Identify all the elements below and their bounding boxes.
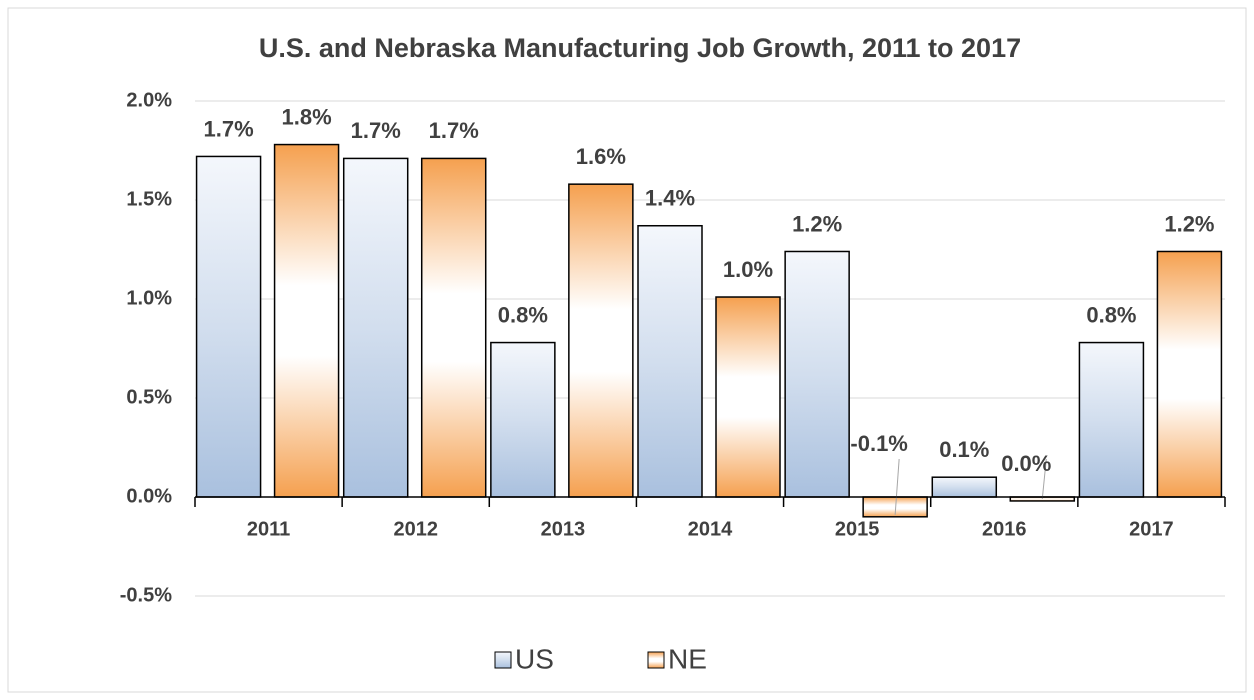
x-tick-label: 2014: [688, 518, 733, 540]
value-label: 1.7%: [429, 118, 479, 143]
value-label: 0.8%: [1086, 302, 1136, 327]
bar: [195, 155, 262, 498]
value-label: 0.8%: [498, 302, 548, 327]
value-label: 1.6%: [576, 144, 626, 169]
value-label: 0.0%: [1001, 451, 1051, 476]
x-tick-label: 2016: [982, 518, 1027, 540]
x-tick-label: 2013: [541, 518, 586, 540]
value-label: -0.1%: [850, 431, 907, 456]
bar: [637, 224, 703, 498]
y-tick-label: -0.5%: [120, 584, 172, 606]
bar: [273, 143, 340, 498]
value-label: 1.0%: [723, 257, 773, 282]
legend-swatch: [494, 651, 512, 669]
y-tick-label: 2.0%: [126, 89, 172, 111]
y-tick-label: 1.0%: [126, 287, 172, 309]
legend-swatch: [647, 651, 665, 669]
bar: [931, 476, 998, 498]
y-tick-label: 1.5%: [126, 188, 172, 210]
bar: [568, 183, 634, 498]
bar: [490, 341, 556, 498]
y-tick-label: 0.5%: [126, 386, 172, 408]
bar: [1078, 341, 1145, 498]
leader-line: [894, 458, 900, 515]
bar: [1156, 250, 1223, 498]
bar: [342, 157, 409, 498]
leader-line: [1041, 458, 1047, 500]
bar: [715, 296, 781, 498]
x-tick-label: 2011: [247, 518, 290, 540]
value-label: 1.4%: [645, 186, 695, 211]
x-tick-label: 2015: [835, 518, 880, 540]
value-label: 1.8%: [281, 104, 331, 129]
bar: [784, 250, 850, 498]
bar: [420, 157, 487, 498]
x-tick-label: 2012: [393, 518, 438, 540]
value-label: 1.7%: [203, 116, 253, 141]
chart-title: U.S. and Nebraska Manufacturing Job Grow…: [259, 33, 1021, 63]
value-label: 1.7%: [351, 118, 401, 143]
value-label: 1.2%: [792, 211, 842, 236]
value-label: 1.2%: [1164, 211, 1214, 236]
legend-label: US: [515, 643, 554, 674]
value-label: 0.1%: [939, 437, 989, 462]
y-tick-label: 0.0%: [126, 485, 172, 507]
legend-label: NE: [668, 643, 707, 674]
x-tick-label: 2017: [1129, 518, 1174, 540]
